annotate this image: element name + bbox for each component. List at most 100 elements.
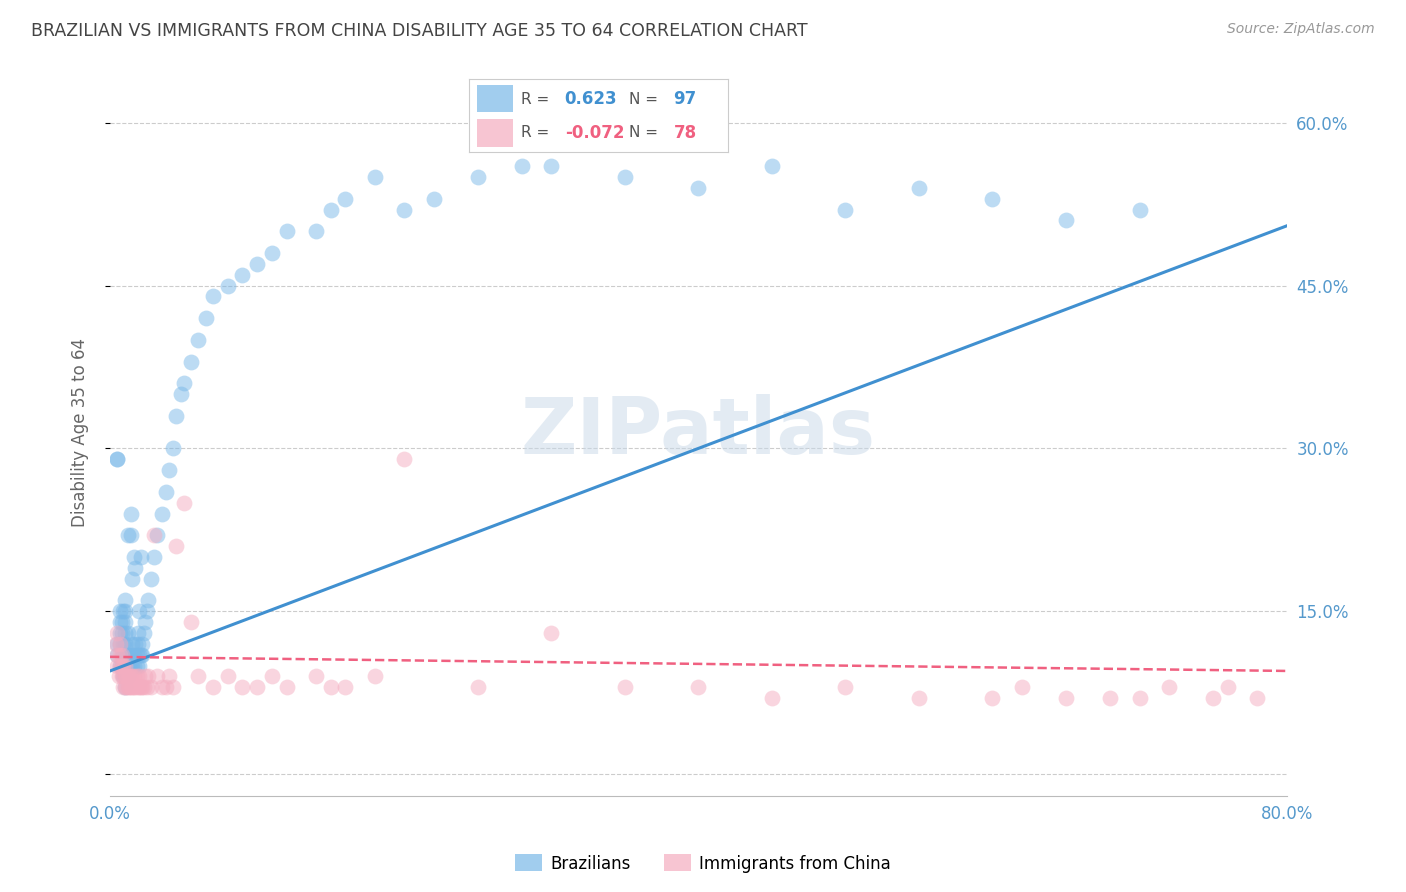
Point <box>540 159 562 173</box>
Point <box>131 637 153 651</box>
Point <box>124 637 146 651</box>
Point <box>169 387 191 401</box>
Point <box>114 593 136 607</box>
Point <box>146 528 169 542</box>
Point <box>117 626 139 640</box>
Point <box>122 648 145 662</box>
Point <box>335 192 357 206</box>
Point <box>111 648 134 662</box>
Point <box>136 669 159 683</box>
Point <box>157 669 180 683</box>
Point <box>129 648 152 662</box>
Point <box>150 507 173 521</box>
Point <box>128 658 150 673</box>
Point <box>112 680 135 694</box>
Point <box>112 648 135 662</box>
Point <box>319 680 342 694</box>
Point <box>143 528 166 542</box>
Point <box>117 528 139 542</box>
Point <box>114 648 136 662</box>
Point <box>146 669 169 683</box>
Point <box>112 658 135 673</box>
Point <box>121 648 143 662</box>
Point <box>112 604 135 618</box>
Point <box>136 593 159 607</box>
Point <box>1128 202 1150 217</box>
Point <box>122 669 145 683</box>
Text: Source: ZipAtlas.com: Source: ZipAtlas.com <box>1227 22 1375 37</box>
Point <box>127 637 149 651</box>
Point <box>114 615 136 629</box>
Point <box>834 202 856 217</box>
Point <box>981 192 1004 206</box>
Point <box>276 680 298 694</box>
Point <box>1099 691 1122 706</box>
Point <box>110 615 132 629</box>
Point <box>118 669 141 683</box>
Point <box>107 658 129 673</box>
Point <box>422 192 444 206</box>
Point <box>162 442 184 456</box>
Point <box>134 669 156 683</box>
Legend: Brazilians, Immigrants from China: Brazilians, Immigrants from China <box>509 847 897 880</box>
Point <box>114 669 136 683</box>
Point <box>129 549 152 564</box>
Point <box>114 658 136 673</box>
Point <box>908 691 931 706</box>
Point <box>114 658 136 673</box>
Point <box>114 680 136 694</box>
Point <box>217 669 239 683</box>
Point <box>128 648 150 662</box>
Point <box>111 648 134 662</box>
Point <box>155 484 177 499</box>
Point <box>112 658 135 673</box>
Point <box>305 669 328 683</box>
Point <box>117 658 139 673</box>
Point <box>187 333 209 347</box>
Point <box>131 648 153 662</box>
Text: BRAZILIAN VS IMMIGRANTS FROM CHINA DISABILITY AGE 35 TO 64 CORRELATION CHART: BRAZILIAN VS IMMIGRANTS FROM CHINA DISAB… <box>31 22 807 40</box>
Point <box>122 549 145 564</box>
Point <box>132 680 155 694</box>
Point <box>118 658 141 673</box>
Point <box>165 539 187 553</box>
Point <box>688 181 710 195</box>
Point <box>510 159 533 173</box>
Point <box>319 202 342 217</box>
Point <box>260 246 283 260</box>
Point <box>981 691 1004 706</box>
Point <box>217 278 239 293</box>
Point <box>107 637 129 651</box>
Point <box>121 637 143 651</box>
Point <box>107 648 129 662</box>
Point <box>117 669 139 683</box>
Point <box>129 680 152 694</box>
Point <box>124 561 146 575</box>
Point <box>761 691 783 706</box>
Point <box>110 637 132 651</box>
Point <box>1128 691 1150 706</box>
Point <box>112 637 135 651</box>
Point <box>110 658 132 673</box>
Point <box>202 680 225 694</box>
Point <box>121 572 143 586</box>
Point <box>107 452 129 467</box>
Point <box>150 680 173 694</box>
Point <box>135 604 157 618</box>
Point <box>108 669 131 683</box>
Point <box>120 507 142 521</box>
Point <box>132 626 155 640</box>
Point <box>111 669 134 683</box>
Point <box>392 202 415 217</box>
Point <box>107 648 129 662</box>
Point <box>104 637 127 651</box>
Point <box>118 648 141 662</box>
Point <box>120 528 142 542</box>
Point <box>127 680 149 694</box>
Point <box>173 496 195 510</box>
Point <box>120 680 142 694</box>
Point <box>134 615 156 629</box>
Point <box>128 669 150 683</box>
Point <box>127 626 149 640</box>
Point <box>1202 691 1225 706</box>
